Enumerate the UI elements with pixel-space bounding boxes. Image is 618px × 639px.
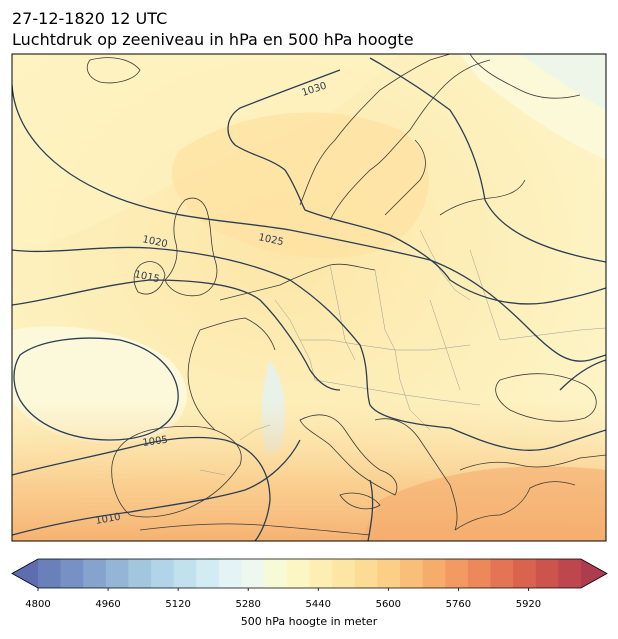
colorbar-tick-label: 4960 [95,599,121,610]
colorbar-bin [38,559,62,588]
colorbar-bin [377,559,401,588]
colorbar-bin [558,559,582,588]
colorbar-extend-low [12,559,38,588]
colorbar-bin [286,559,310,588]
isobar-south-east [367,479,374,541]
isobar-1030 [227,69,606,305]
map-datetime: 27-12-1820 12 UTC [12,9,168,28]
colorbar-bin [128,559,152,588]
colorbar-tick-label: 5920 [515,599,542,610]
colorbar-bin [535,559,559,588]
colorbar-bin [332,559,356,588]
coastlines [86,54,606,536]
colorbar-bin [400,559,424,588]
isobar-1030-north [369,57,606,263]
isobar-1015 [12,279,341,391]
colorbar-bin [60,559,84,588]
colorbar-tick-label: 5440 [305,599,331,610]
colorbar-bin [173,559,197,588]
colorbar-bin [490,559,514,588]
colorbar-bin [309,559,333,588]
isobar-label-1020: 1020 [141,234,168,250]
isobar-1025 [12,84,606,362]
map-title: Luchtdruk op zeeniveau in hPa en 500 hPa… [12,30,414,49]
colorbar-bin [422,559,446,588]
isobars [12,57,606,541]
isobar-label-1025: 1025 [257,232,284,248]
map-panel: 1030 1025 1020 1015 1005 1010 [11,53,607,542]
map-frame [11,53,607,542]
isobar-1020 [12,246,606,451]
isobar-1010 [13,337,179,441]
isobar-label-1005: 1005 [142,435,169,449]
colorbar-tick-label: 5600 [375,599,402,610]
isobar-label-1015: 1015 [133,269,160,285]
colorbar-bin [83,559,107,588]
colorbar-tick-label: 5120 [165,599,191,610]
colorbar-bin [354,559,378,588]
colorbar-tick-label: 5760 [445,599,472,610]
country-borders [199,229,606,476]
colorbar-bin [513,559,537,588]
colorbar-bin [151,559,175,588]
isobar-labels: 1030 1025 1020 1015 1005 1010 [95,81,329,527]
isobar-east [559,359,606,391]
height-field [12,54,606,541]
colorbar-label: 500 hPa hoogte in meter [240,615,378,628]
colorbar-bin [467,559,491,588]
isobar-1010-south [12,439,301,536]
colorbar-bin [196,559,220,588]
colorbar [11,558,608,591]
isobar-label-1010: 1010 [95,512,122,527]
colorbar-bin [241,559,265,588]
isobar-1005 [12,436,271,541]
colorbar-bin [445,559,469,588]
colorbar-bin [105,559,129,588]
colorbar-tick-label: 4800 [25,599,51,610]
colorbar-bin [219,559,243,588]
colorbar-tick-label: 5280 [235,599,261,610]
colorbar-extend-high [581,559,607,588]
colorbar-bin [264,559,288,588]
